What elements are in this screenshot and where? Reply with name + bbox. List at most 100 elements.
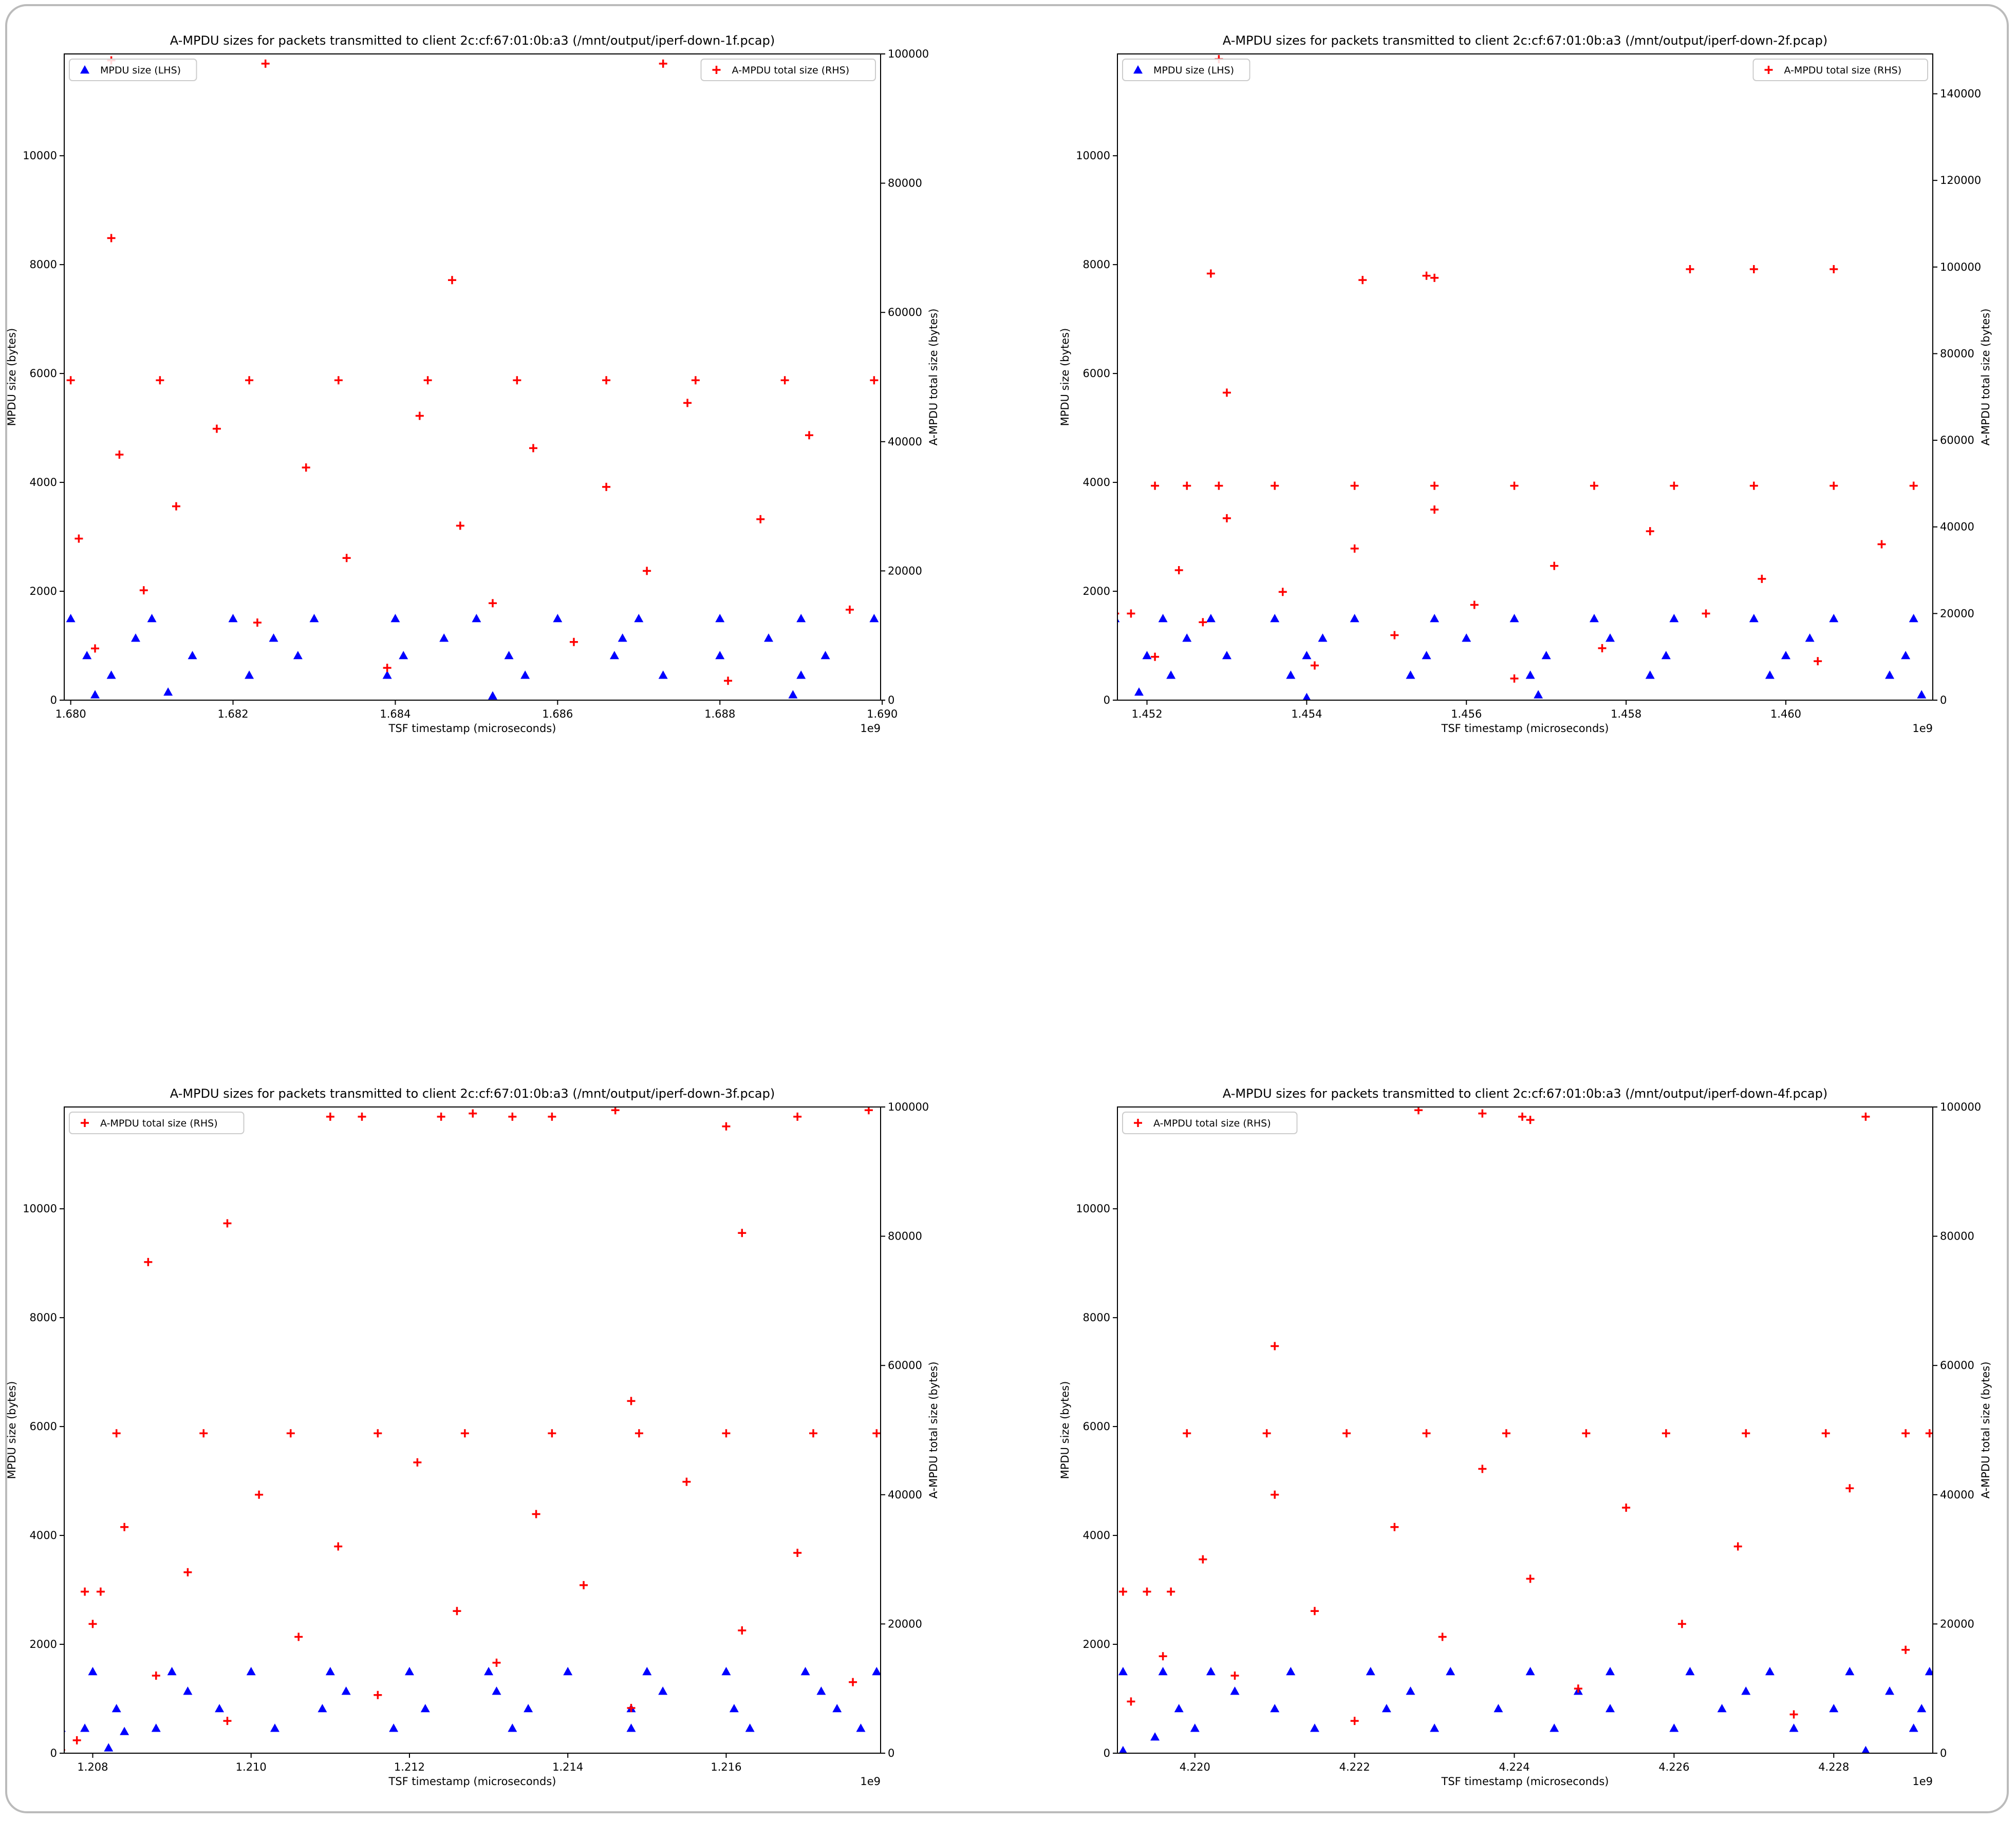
triangle-marker [88,1667,98,1676]
triangle-marker [1430,614,1440,623]
y2-tick-label: 100000 [1940,261,1981,273]
y-tick-label: 2000 [1083,1638,1110,1650]
plus-marker [1183,481,1191,490]
plus-marker [488,599,497,608]
triangle-marker [1222,651,1231,660]
triangle-marker [399,651,408,660]
plus-marker [1350,1717,1359,1725]
y2-tick-label: 120000 [1940,174,1981,186]
triangle-marker [1406,670,1415,679]
y2-axis-label: A-MPDU total size (bytes) [1980,1362,1992,1499]
triangle-marker [764,633,774,642]
plus-marker [1526,1574,1535,1583]
triangle-marker [1190,1723,1200,1732]
triangle-marker [524,1704,533,1713]
triangle-marker [1645,670,1655,679]
plus-marker [1199,1555,1207,1564]
y-tick-label: 6000 [1083,367,1110,380]
plus-marker [152,1672,160,1680]
y2-tick-label: 80000 [1940,1230,1974,1243]
triangle-marker [1861,1745,1870,1753]
x-tick-label: 1.216 [711,1761,741,1773]
plus-marker [1830,481,1838,490]
plus-marker [1271,481,1279,490]
points [1117,55,1927,700]
y-tick-label: 6000 [30,1420,57,1433]
triangle-marker [1741,1686,1751,1695]
y2-tick-label: 40000 [1940,521,1974,533]
legend-marker [712,66,721,74]
y2-tick-label: 60000 [1940,434,1974,446]
plus-marker [1151,481,1160,490]
triangle-marker [120,1726,129,1735]
plus-marker [872,1429,881,1438]
plus-marker [115,450,124,459]
triangle-marker [1765,1667,1775,1676]
triangle-marker [420,1704,430,1713]
triangle-marker [1350,614,1359,623]
chart-title: A-MPDU sizes for packets transmitted to … [1223,1086,1827,1101]
triangle-marker [1525,1667,1535,1676]
triangle-marker [1669,614,1679,623]
plus-marker [793,1112,802,1121]
triangle-marker [1606,1704,1615,1713]
triangle-marker [147,614,157,623]
x-tick-label: 1.210 [236,1761,267,1773]
plus-marker [1502,1429,1510,1438]
legend-box [69,59,197,81]
triangle-marker [1917,1704,1927,1713]
triangle-marker [1174,1704,1184,1713]
triangle-marker [796,670,806,679]
x-axis-label: TSF timestamp (microseconds) [1441,722,1609,735]
x-offset-label: 1e9 [860,722,881,735]
triangle-marker [1494,1704,1503,1713]
plus-marker [334,376,343,385]
y2-tick-label: 140000 [1940,88,1981,100]
plus-marker [1271,1490,1279,1499]
plus-marker [548,1429,556,1438]
triangle-marker [382,670,392,679]
triangle-marker [1589,614,1599,623]
legend-label: MPDU size (LHS) [100,65,181,76]
x-tick-label: 4.226 [1658,1761,1689,1773]
plus-marker [1222,514,1231,522]
x-offset-label: 1e9 [1912,722,1933,735]
plus-marker [659,59,667,68]
triangle-marker [1158,1667,1168,1676]
legend-marker [1133,65,1143,74]
triangle-marker [1525,670,1535,679]
triangle-marker [508,1723,517,1732]
triangle-marker [729,1704,739,1713]
plus-marker [724,677,733,685]
triangle-marker [634,614,644,623]
plus-marker [294,1632,303,1641]
y-tick-label: 6000 [1083,1420,1110,1433]
y2-tick-label: 40000 [888,1489,922,1501]
plus-marker [1510,674,1519,683]
triangle-marker [1286,670,1296,679]
plus-marker [508,1112,517,1121]
plus-marker [1422,1429,1431,1438]
triangle-marker [1118,1667,1128,1676]
plus-marker [1350,481,1359,490]
plus-marker [1390,631,1399,640]
triangle-marker [1206,614,1216,623]
plus-marker [212,424,221,433]
plus-marker [492,1658,501,1667]
triangle-marker [106,670,116,679]
plus-marker [738,1229,746,1237]
plus-marker [1350,544,1359,553]
triangle-marker [389,1723,399,1732]
legend-box [700,59,876,81]
chart-title: A-MPDU sizes for packets transmitted to … [170,1086,775,1101]
y-tick-label: 10000 [1076,149,1110,162]
triangle-marker [1302,692,1311,700]
triangle-marker [658,1686,668,1695]
triangle-marker [563,1667,573,1676]
triangle-marker [269,633,278,642]
triangle-marker [856,1723,866,1732]
plus-marker [1199,618,1207,627]
triangle-marker [1150,1732,1160,1741]
plus-marker [144,1257,153,1266]
plus-marker [72,1736,81,1744]
